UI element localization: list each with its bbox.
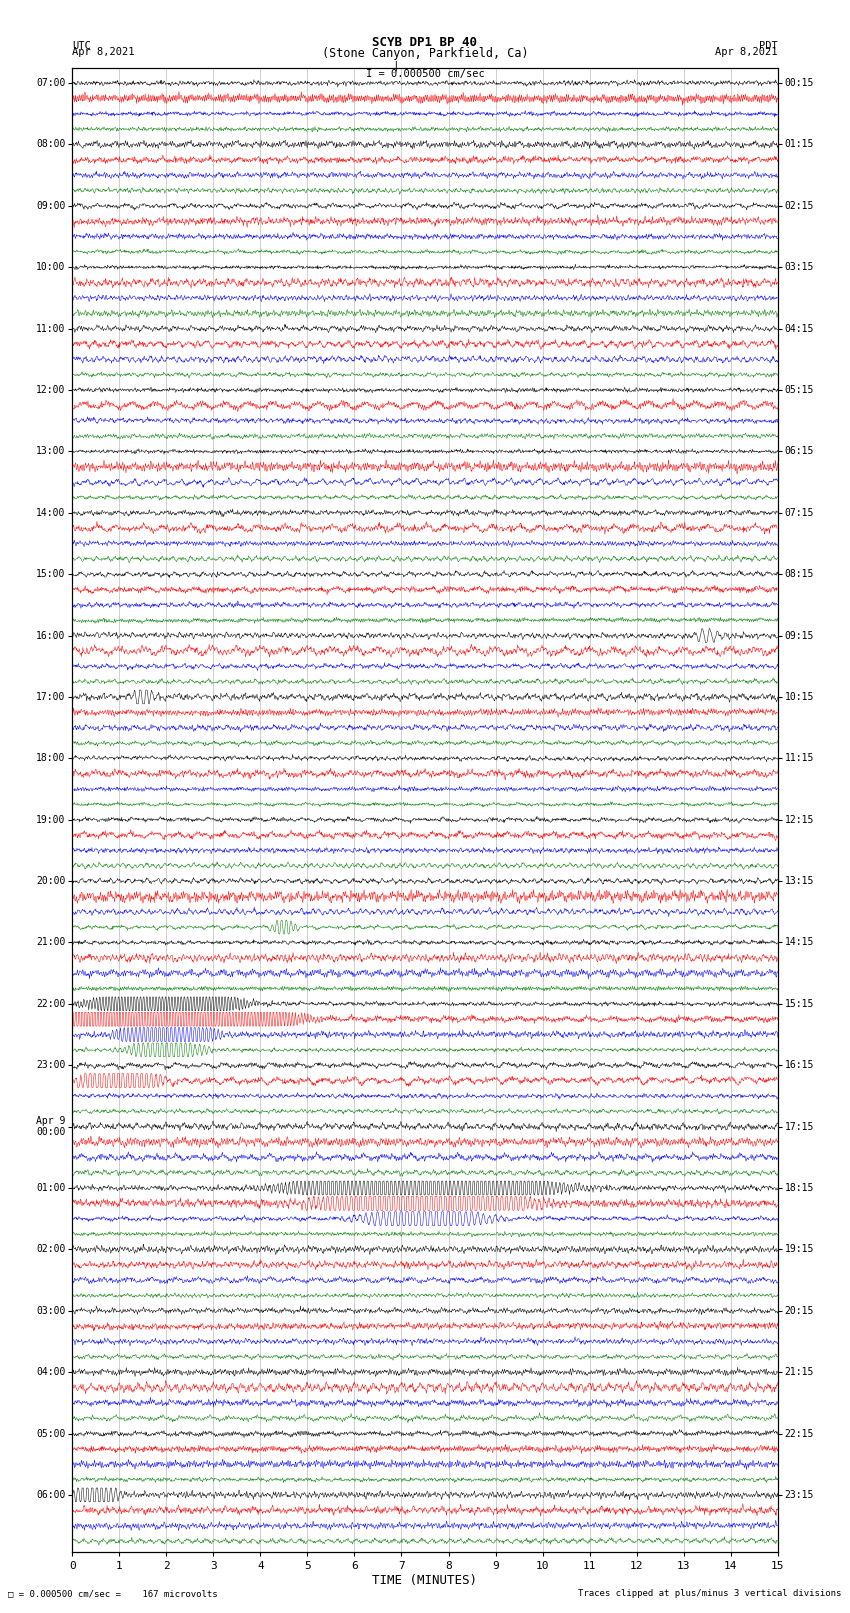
Text: I = 0.000500 cm/sec: I = 0.000500 cm/sec — [366, 69, 484, 79]
Text: UTC: UTC — [72, 40, 91, 50]
Text: □ = 0.000500 cm/sec =    167 microvolts: □ = 0.000500 cm/sec = 167 microvolts — [8, 1589, 218, 1598]
Text: |: | — [392, 60, 399, 71]
Text: SCYB DP1 BP 40: SCYB DP1 BP 40 — [372, 35, 478, 50]
X-axis label: TIME (MINUTES): TIME (MINUTES) — [372, 1574, 478, 1587]
Text: Traces clipped at plus/minus 3 vertical divisions: Traces clipped at plus/minus 3 vertical … — [578, 1589, 842, 1598]
Text: Apr 8,2021: Apr 8,2021 — [715, 47, 778, 58]
Text: (Stone Canyon, Parkfield, Ca): (Stone Canyon, Parkfield, Ca) — [321, 47, 529, 60]
Text: Apr 8,2021: Apr 8,2021 — [72, 47, 135, 58]
Text: PDT: PDT — [759, 40, 778, 50]
